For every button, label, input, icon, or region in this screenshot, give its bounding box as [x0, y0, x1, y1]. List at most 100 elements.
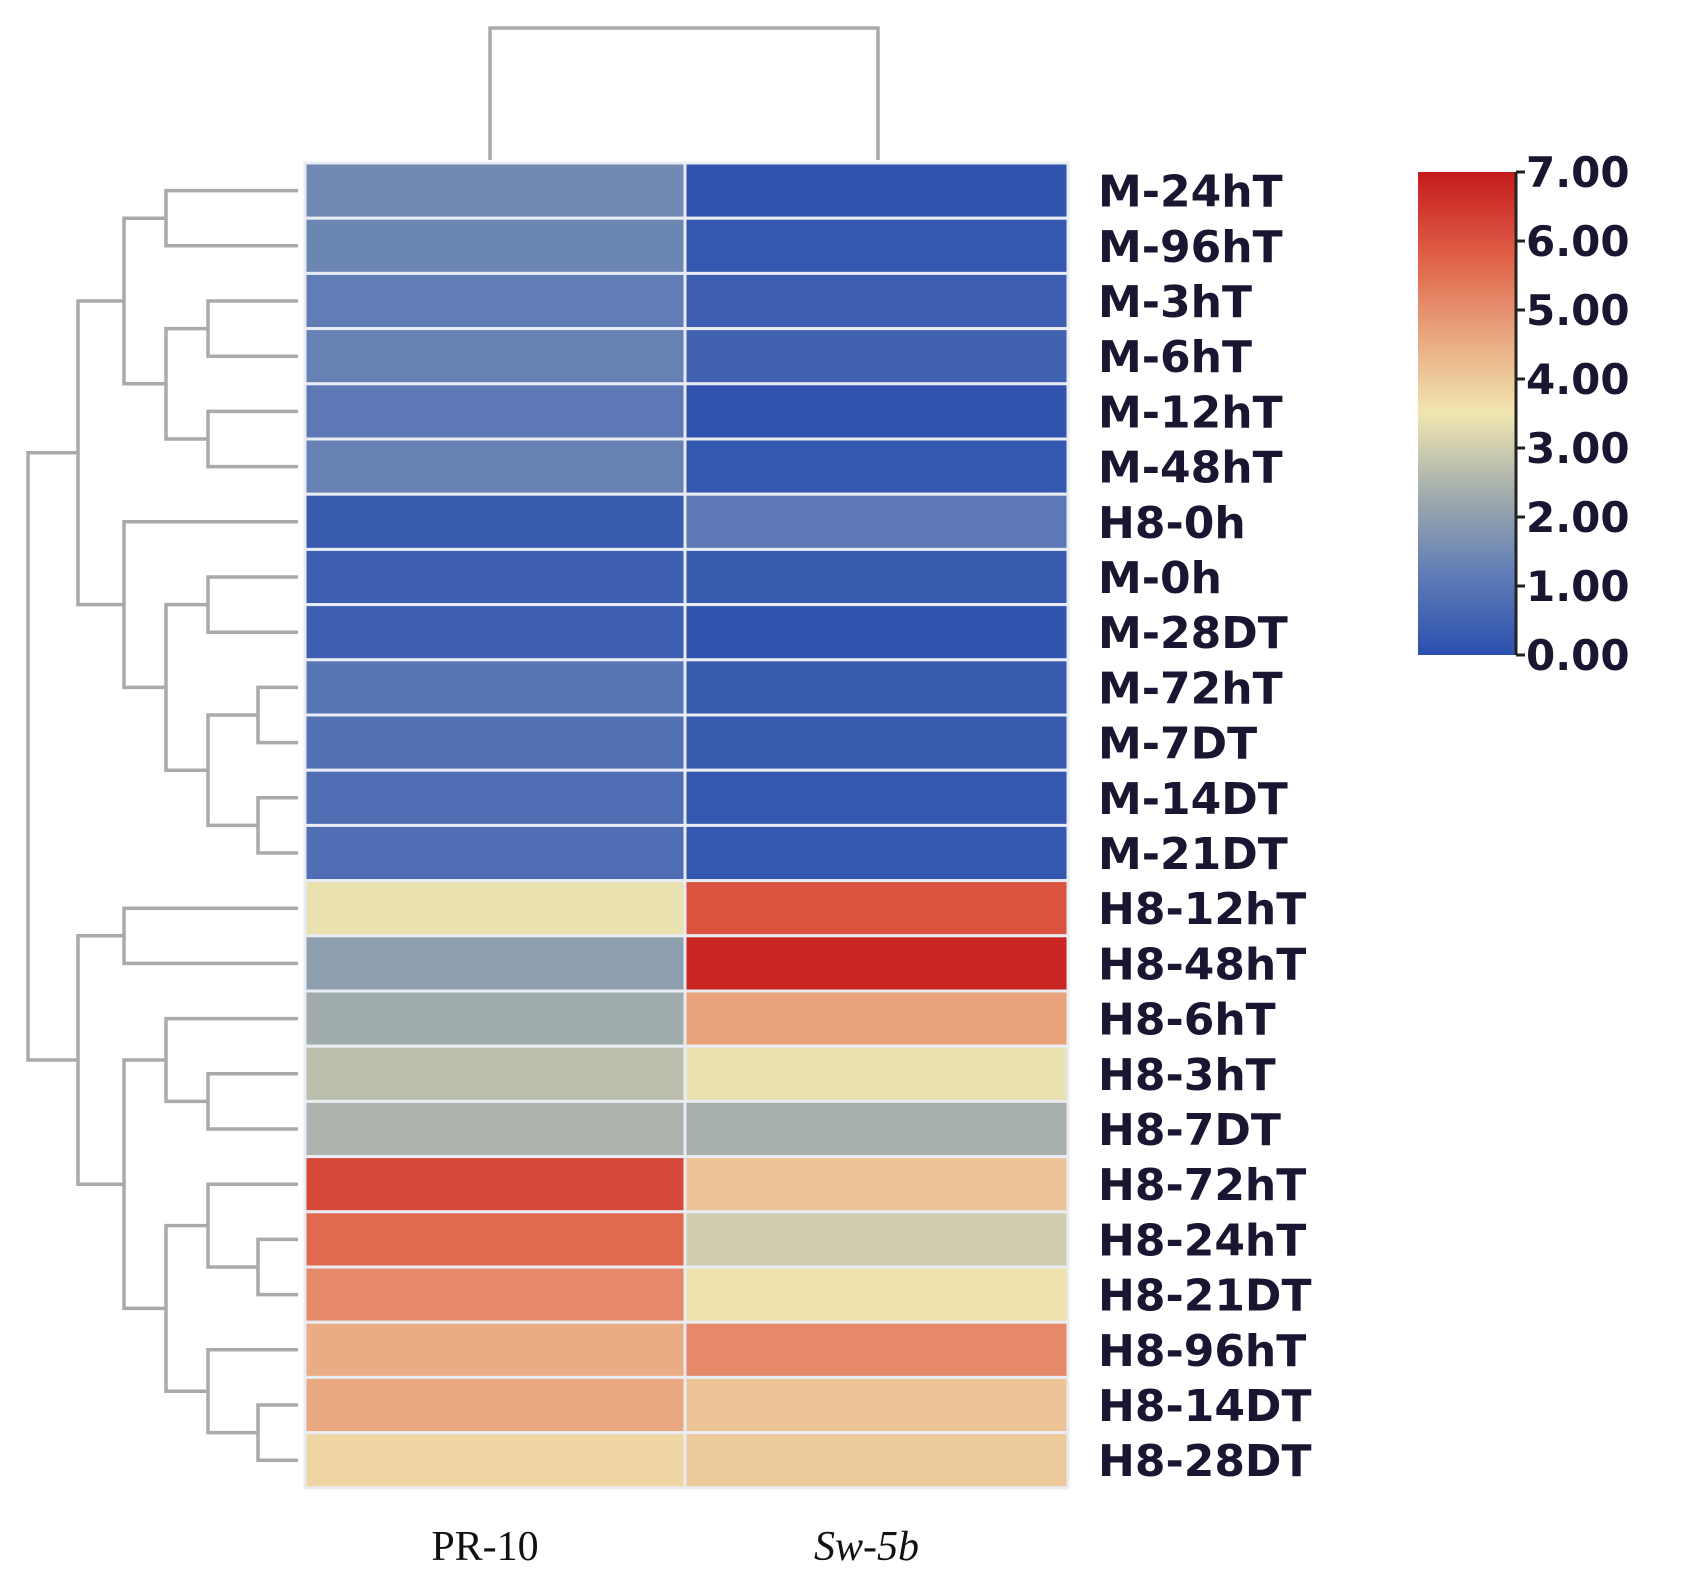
row-dendrogram-branch	[256, 796, 298, 855]
row-label: H8-6hT	[1098, 995, 1276, 1046]
heatmap-cell	[303, 216, 687, 275]
heatmap-cell	[303, 382, 687, 441]
row-dendrogram-branch	[206, 1348, 298, 1435]
colorbar-tick-label: 0.00	[1526, 631, 1630, 680]
heatmap-cell	[303, 1210, 687, 1269]
heatmap-cell	[303, 327, 687, 386]
heatmap-cell	[303, 271, 687, 331]
row-label: H8-48hT	[1098, 939, 1306, 990]
heatmap-cell	[683, 216, 1070, 275]
heatmap-cell	[303, 713, 687, 772]
row-dendrogram-branch	[256, 1403, 298, 1462]
row-dendrogram-branch	[164, 326, 208, 441]
heatmap-cell	[303, 658, 687, 717]
heatmap-cell	[303, 989, 687, 1048]
colorbar-gradient	[1418, 172, 1516, 655]
heatmap-cell	[303, 1099, 687, 1159]
row-dendrogram-branch	[206, 713, 258, 828]
column-dendrogram	[488, 26, 880, 160]
heatmap-cell	[683, 1265, 1070, 1324]
row-dendrogram-branch	[206, 1182, 298, 1269]
row-label: H8-0h	[1098, 498, 1246, 549]
row-label: M-72hT	[1098, 663, 1283, 714]
colorbar-tick-label: 3.00	[1526, 424, 1630, 473]
row-dendrogram-branch	[206, 575, 298, 634]
row-dendrogram-branch	[122, 906, 298, 966]
heatmap-cell	[303, 1375, 687, 1435]
row-label: H8-24hT	[1098, 1215, 1306, 1266]
heatmap-cell	[303, 1155, 687, 1214]
heatmap-cell	[303, 1320, 687, 1379]
row-dendrogram-branch	[164, 602, 208, 772]
row-dendrogram-branch	[164, 1016, 298, 1104]
row-label: M-12hT	[1098, 387, 1283, 438]
heatmap-cell	[683, 713, 1070, 772]
heatmap-cell	[683, 382, 1070, 441]
row-label: H8-21DT	[1098, 1271, 1311, 1322]
heatmap-cell	[683, 492, 1070, 551]
heatmap-cell	[303, 437, 687, 496]
row-label: M-6hT	[1098, 332, 1252, 383]
row-dendrogram-branch	[26, 451, 78, 1062]
row-label: M-3hT	[1098, 277, 1252, 328]
heatmap-cell	[683, 879, 1070, 938]
heatmap-cell	[303, 1044, 687, 1103]
heatmap-cell	[683, 437, 1070, 496]
heatmap-cell	[303, 768, 687, 827]
row-label: M-14DT	[1098, 774, 1288, 825]
heatmap-cell	[683, 1155, 1070, 1214]
heatmap-cell	[683, 1431, 1070, 1490]
heatmap-cell	[683, 1375, 1070, 1435]
heatmap-cell	[683, 547, 1070, 607]
column-labels: PR-10 Sw-5b	[431, 1524, 919, 1570]
colorbar-tick-label: 7.00	[1526, 148, 1630, 197]
row-label: H8-3hT	[1098, 1050, 1276, 1101]
row-dendrogram-branch	[122, 216, 166, 386]
row-label: H8-96hT	[1098, 1326, 1306, 1377]
heatmap-cell	[683, 658, 1070, 717]
row-label: H8-72hT	[1098, 1160, 1306, 1211]
heatmap-cell	[683, 823, 1070, 883]
column-dendrogram-branch	[488, 26, 880, 160]
heatmap-cell	[683, 1210, 1070, 1269]
row-dendrogram-branch	[76, 934, 124, 1186]
colorbar-tick-label: 2.00	[1526, 493, 1630, 542]
heatmap-cell	[683, 161, 1070, 220]
row-label: H8-12hT	[1098, 884, 1306, 935]
row-dendrogram	[26, 188, 298, 1462]
row-dendrogram-branch	[164, 188, 298, 248]
row-dendrogram-branch	[206, 299, 298, 358]
colorbar-tick-label: 5.00	[1526, 286, 1630, 335]
heatmap-cell	[683, 327, 1070, 386]
heatmap-cells	[303, 161, 1070, 1490]
heatmap-cell	[303, 823, 687, 883]
colorbar-tick-label: 4.00	[1526, 355, 1630, 404]
heatmap-cell	[303, 603, 687, 662]
heatmap-cell	[303, 879, 687, 938]
row-dendrogram-branch	[164, 1223, 208, 1393]
heatmap-cell	[303, 1265, 687, 1324]
colorbar-tick-label: 6.00	[1526, 217, 1630, 266]
color-scale-legend: 0.00 1.00 2.00 3.00 4.00 5.00 6.00 7.00	[1418, 148, 1630, 680]
heatmap-cell	[303, 934, 687, 993]
heatmap-cell	[683, 1320, 1070, 1379]
heatmap-cell	[303, 492, 687, 551]
heatmap-cell	[683, 271, 1070, 331]
heatmap-cell	[683, 1044, 1070, 1103]
row-label: M-0h	[1098, 553, 1222, 604]
row-labels: M-24hTM-96hTM-3hTM-6hTM-12hTM-48hTH8-0hM…	[1098, 167, 1311, 1488]
column-label: Sw-5b	[814, 1524, 919, 1570]
row-label: H8-14DT	[1098, 1381, 1311, 1432]
heatmap-cell	[683, 603, 1070, 662]
heatmap-cell	[683, 934, 1070, 993]
row-label: H8-28DT	[1098, 1436, 1311, 1487]
row-dendrogram-branch	[206, 409, 298, 469]
row-label: M-28DT	[1098, 608, 1288, 659]
row-dendrogram-branch	[76, 299, 124, 607]
row-dendrogram-branch	[122, 1058, 166, 1311]
heatmap-cell	[303, 161, 687, 220]
row-label: M-24hT	[1098, 167, 1283, 218]
row-dendrogram-branch	[122, 520, 298, 690]
colorbar-tick-label: 1.00	[1526, 562, 1630, 611]
row-label: M-21DT	[1098, 829, 1288, 880]
